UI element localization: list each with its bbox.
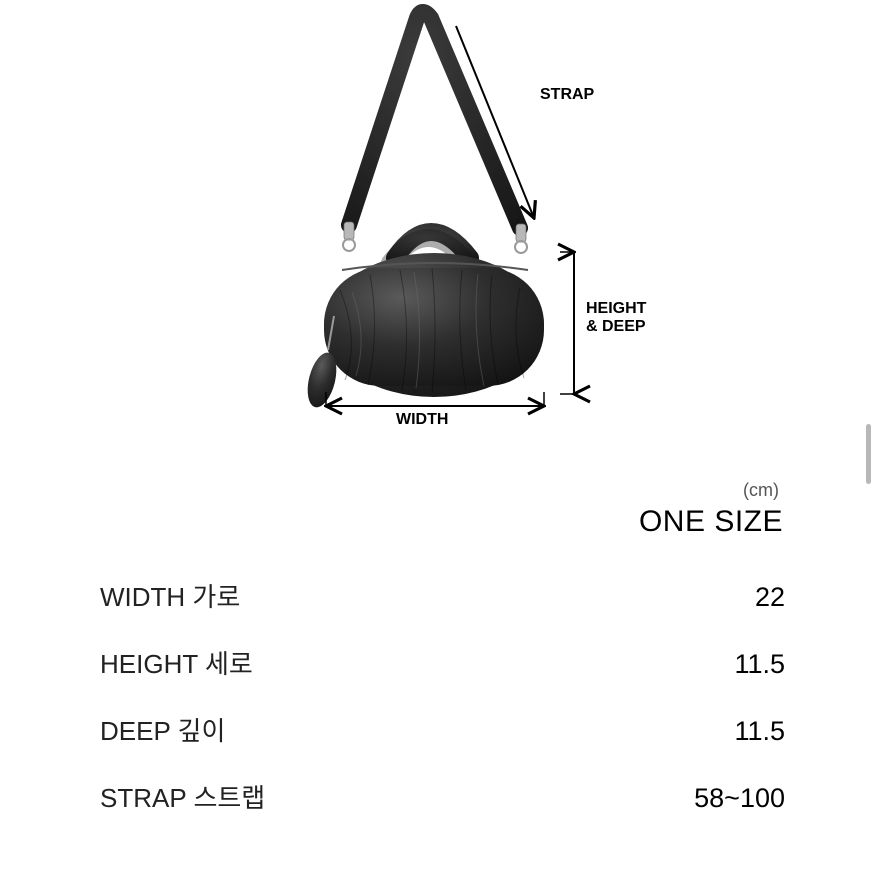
spec-row-value: 58~100: [694, 783, 785, 814]
unit-label: (cm): [100, 480, 785, 501]
spec-row-label: HEIGHT 세로: [100, 644, 253, 681]
spec-row-deep: DEEP 깊이 11.5: [100, 711, 785, 748]
width-dimension-label: WIDTH: [396, 411, 448, 429]
spec-row-height: HEIGHT 세로 11.5: [100, 644, 785, 681]
spec-row-label: WIDTH 가로: [100, 577, 240, 614]
spec-row-label: STRAP 스트랩: [100, 778, 265, 815]
bag-diagram-svg: [0, 0, 875, 440]
scrollbar-thumb[interactable]: [866, 424, 871, 484]
height-deep-line1: HEIGHT: [586, 300, 646, 317]
spec-row-value: 11.5: [734, 716, 785, 747]
height-deep-dimension-label: HEIGHT & DEEP: [586, 300, 646, 335]
spec-row-label: DEEP 깊이: [100, 711, 225, 748]
spec-row-value: 11.5: [734, 649, 785, 680]
product-dimension-diagram: STRAP WIDTH HEIGHT & DEEP: [0, 0, 875, 440]
height-deep-line2: & DEEP: [586, 318, 646, 335]
size-column-header: ONE SIZE: [100, 505, 785, 539]
spec-row-strap: STRAP 스트랩 58~100: [100, 778, 785, 815]
spec-row-width: WIDTH 가로 22: [100, 577, 785, 614]
strap-dimension-label: STRAP: [540, 86, 594, 104]
spec-row-value: 22: [755, 582, 785, 613]
size-spec-table: (cm) ONE SIZE WIDTH 가로 22 HEIGHT 세로 11.5…: [0, 480, 875, 845]
